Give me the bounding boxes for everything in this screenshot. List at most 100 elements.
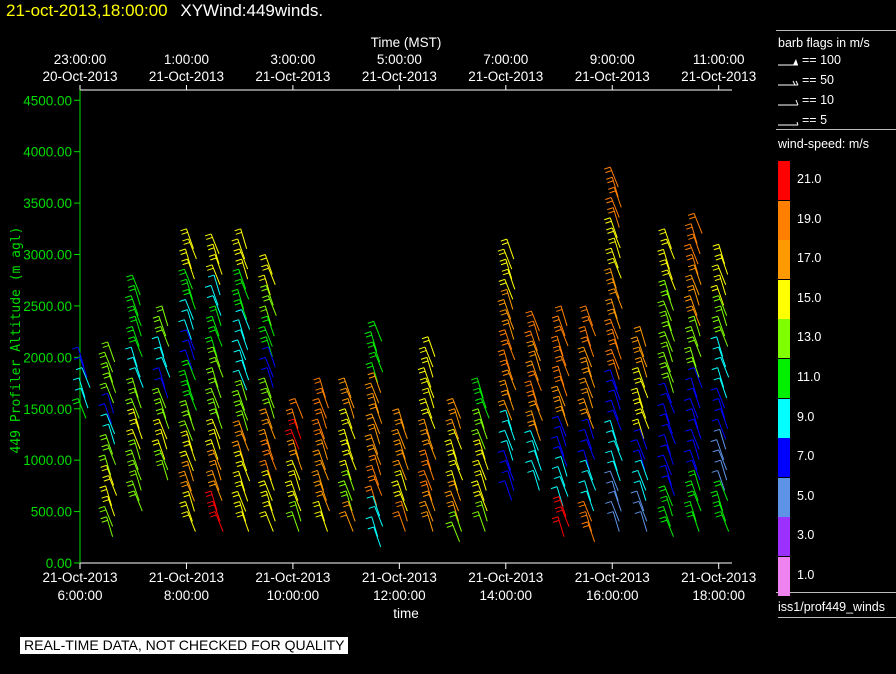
wind-barb-flag (316, 391, 323, 395)
wind-barb (663, 280, 671, 301)
wind-barb-flag (207, 428, 215, 432)
wind-speed-swatch-label: 15.0 (797, 290, 822, 305)
wind-barb-flag (367, 447, 375, 451)
wind-barb-flag (129, 367, 136, 371)
wind-barb-flag (711, 264, 718, 268)
wind-barb (374, 352, 384, 373)
wind-speed-swatch-label: 19.0 (797, 211, 822, 226)
wind-barb (183, 319, 192, 340)
wind-barb-flag (258, 428, 265, 432)
wind-barb-flag (99, 433, 106, 437)
wind-barb (133, 490, 143, 512)
wind-barb-flag (660, 341, 667, 345)
wind-barb-flag (554, 399, 561, 403)
wind-barb-flag (550, 486, 558, 490)
wind-barb-flag (128, 308, 135, 312)
wind-barb-flag (98, 403, 105, 407)
wind-barb-flag (343, 401, 350, 405)
wind-barb-flag (231, 339, 238, 343)
wind-barb (609, 217, 618, 238)
wind-barb-flag (235, 433, 243, 437)
wind-barb (533, 400, 543, 421)
wind-barb-flag (711, 418, 718, 422)
wind-barb-flag (154, 428, 161, 432)
wind-barb-flag (608, 490, 615, 494)
wind-barb-flag (341, 391, 348, 395)
wind-barb-flag (232, 292, 240, 296)
wind-barb-flag (207, 377, 215, 381)
wind-profile (204, 233, 224, 532)
wind-barb-flag (337, 480, 345, 484)
wind-barb-flag (236, 464, 244, 468)
wind-barb-flag (605, 349, 612, 352)
wind-barb-flag (179, 299, 186, 302)
x-tick-label-time: 12:00:00 (373, 588, 426, 603)
wind-barb (212, 295, 222, 316)
wind-barb-flag (207, 267, 214, 271)
wind-barb (610, 349, 620, 370)
wind-barb-flag (234, 430, 241, 434)
barb-legend-item-10: == 10 (776, 93, 896, 111)
wind-barb-flag (367, 372, 374, 376)
wind-barb-flag (393, 514, 400, 518)
wind-barb (184, 501, 193, 522)
wind-barb-flag (208, 401, 215, 405)
wind-barb-flag (316, 442, 323, 446)
wind-barb (690, 326, 699, 347)
wind-barb (611, 481, 619, 502)
wind-barb-flag (605, 322, 612, 326)
wind-barb-flag (289, 401, 297, 405)
wind-barb (504, 279, 514, 300)
wind-barb-flag (476, 401, 483, 405)
wind-barb (133, 388, 142, 409)
wind-barb-flag (313, 480, 320, 484)
wind-barb-flag (448, 511, 455, 515)
wind-barb-flag (684, 377, 692, 381)
wind-barb (108, 475, 118, 496)
plot-datetime: 21-oct-2013,18:00:00 (6, 1, 168, 20)
wind-barb-flag (529, 403, 536, 407)
wind-barb-flag (365, 516, 372, 520)
wind-barb-flag (260, 257, 267, 261)
wind-barb-flag (448, 408, 455, 412)
wind-barb-flag (369, 406, 377, 410)
wind-barb-flag (604, 470, 611, 474)
wind-barb (398, 490, 408, 512)
wind-barb (716, 388, 726, 409)
wind-barb (265, 388, 275, 409)
wind-barb (210, 439, 219, 460)
wind-barb (266, 264, 276, 285)
wind-barb (210, 233, 220, 255)
wind-barb (345, 388, 355, 409)
wind-barb-flag (499, 258, 506, 262)
wind-barb-flag (287, 469, 295, 473)
wind-barb-flag (499, 359, 506, 363)
wind-profile (577, 305, 597, 543)
wind-barb-flag (581, 367, 588, 371)
wind-barb (583, 501, 593, 522)
wind-barb-flag (127, 459, 134, 463)
wind-barb-flag (210, 463, 217, 467)
wind-barb (187, 390, 197, 411)
wind-barb-flag (368, 454, 375, 458)
wind-barb-flag (152, 391, 160, 395)
wind-barb-flag (527, 370, 534, 374)
wind-barb (265, 285, 274, 306)
wind-barb-flag (500, 362, 508, 366)
wind-barb-flag (205, 469, 213, 473)
wind-barb-flag (580, 490, 587, 494)
wind-barb (344, 511, 354, 532)
wind-barb-flag (263, 298, 270, 302)
wind-barb (530, 460, 540, 481)
wind-barb (105, 485, 113, 507)
wind-barb-flag (154, 326, 161, 329)
wind-barb-flag (683, 295, 691, 299)
wind-barb-flag (180, 252, 187, 255)
wind-barb-flag (608, 288, 615, 292)
wind-profile-chart: 0.00 500.00 1000.00 1500.00 2000.00 2500.00 30… (9, 35, 756, 621)
top-tick-label-date: 20-Oct-2013 (42, 69, 117, 84)
wind-barb (636, 439, 646, 460)
wind-barb-flag (179, 373, 186, 377)
wind-speed-swatch-label: 13.0 (797, 330, 822, 345)
wind-barb-flag (556, 359, 563, 363)
